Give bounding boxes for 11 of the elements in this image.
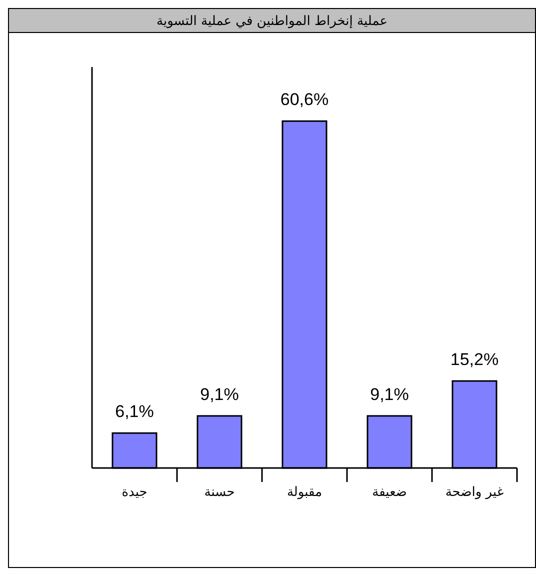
x-tick-label: جيدة <box>122 485 148 500</box>
data-label: 15,2% <box>450 350 499 369</box>
x-tick-label: مقبولة <box>286 485 322 500</box>
data-label: 60,6% <box>280 90 329 110</box>
chart-title: عملية إنخراط المواطنين في عملية التسوية <box>156 14 388 29</box>
x-tick-label: ضعيفة <box>372 485 407 500</box>
data-label: 9,1% <box>370 384 409 404</box>
x-tick-label: حسنة <box>204 485 235 500</box>
x-tick-label: غير واضحة <box>445 485 504 500</box>
data-label: 9,1% <box>200 384 239 404</box>
data-label: 6,1% <box>115 402 154 422</box>
